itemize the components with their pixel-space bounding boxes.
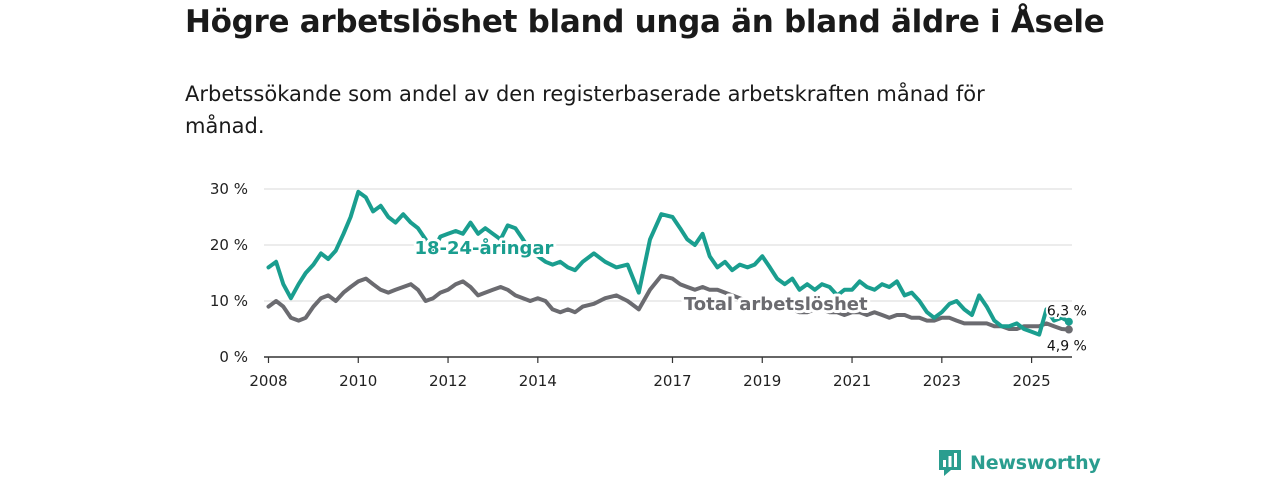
y-axis-ticks: 0 % 10 % 20 % 30 % [210, 180, 248, 366]
x-tick-label: 2023 [923, 372, 961, 390]
series-label-total: Total arbetslöshet [684, 294, 868, 315]
series-lines [266, 189, 1073, 337]
y-tick-label: 10 % [210, 292, 248, 310]
series-label-youth: 18-24-åringar [414, 237, 553, 259]
x-axis: 2008 2010 2012 2014 2017 2019 2021 2023 2025 [249, 356, 1072, 390]
x-tick-label: 2008 [249, 372, 287, 390]
end-label-total: 4,9 % [1047, 339, 1087, 355]
x-tick-label: 2012 [429, 372, 467, 390]
newsworthy-logo-icon [939, 450, 961, 476]
chart-title: Högre arbetslöshet bland unga än bland ä… [185, 4, 1105, 40]
gridlines [264, 188, 1072, 302]
x-tick-label: 2025 [1013, 372, 1051, 390]
series-line-total [266, 273, 1071, 332]
y-tick-label: 20 % [210, 236, 248, 254]
y-tick-label: 30 % [210, 180, 248, 198]
brand-logo: Newsworthy [937, 448, 1101, 478]
x-tick-label: 2019 [743, 372, 781, 390]
brand-name: Newsworthy [970, 452, 1101, 474]
x-tick-label: 2010 [339, 372, 377, 390]
x-tick-label: 2021 [833, 372, 871, 390]
end-point-youth [1064, 317, 1073, 326]
y-tick-label: 0 % [219, 348, 248, 366]
chart-subtitle: Arbetssökande som andel av den registerb… [185, 82, 985, 138]
end-label-youth: 6,3 % [1047, 304, 1087, 320]
end-point-total [1064, 325, 1073, 334]
x-tick-label: 2014 [519, 372, 557, 390]
line-chart: 0 % 10 % 20 % 30 % 2008 2010 2012 2014 2017 2019… [210, 180, 1089, 390]
series-line-youth [266, 189, 1071, 337]
series-labels: 18-24-åringar Total arbetslöshet 6,3 % 4,9 … [411, 234, 1088, 357]
x-tick-label: 2017 [653, 372, 691, 390]
